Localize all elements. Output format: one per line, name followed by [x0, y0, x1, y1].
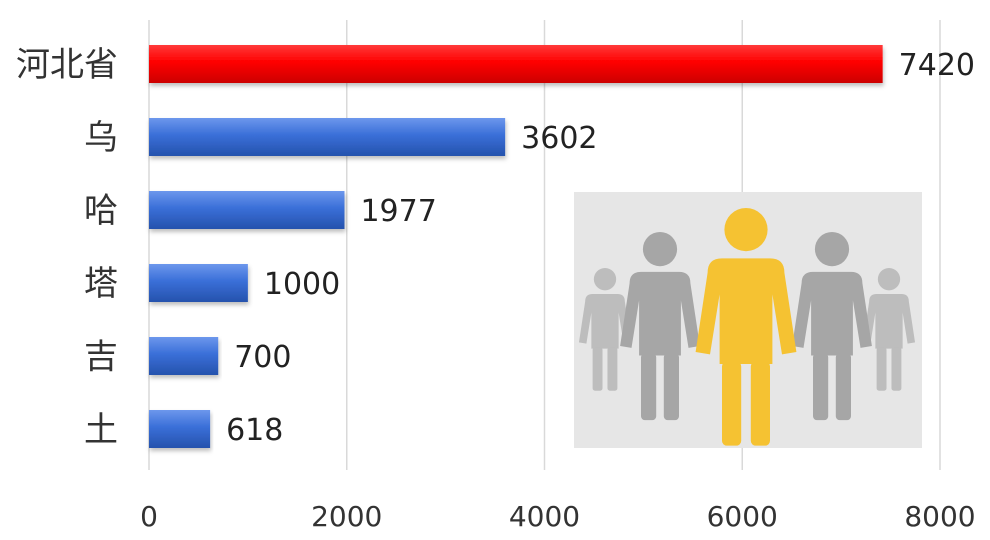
person-leg: [722, 361, 742, 446]
person-icon: [620, 232, 700, 421]
person-leg: [813, 353, 829, 421]
bar: [149, 410, 211, 448]
bar: [149, 191, 345, 229]
people-group-icon: [574, 192, 922, 448]
category-label: 哈: [84, 191, 118, 231]
data-label: 3602: [521, 121, 597, 156]
person-icon: [792, 232, 872, 421]
x-tick-label: 6000: [707, 500, 778, 533]
data-label: 700: [234, 340, 291, 375]
data-label: 7420: [899, 48, 975, 83]
person-leg: [750, 361, 770, 446]
person-body: [578, 294, 632, 349]
person-leg: [607, 347, 618, 391]
x-tick-label: 8000: [904, 500, 975, 533]
x-tick-label: 4000: [509, 500, 580, 533]
bar: [149, 264, 248, 302]
person-body: [792, 271, 872, 356]
person-leg: [835, 353, 851, 421]
person-icon: [578, 268, 632, 391]
bar: [149, 118, 506, 156]
data-labels: 7420 3602 1977 1000 700 618: [226, 48, 975, 448]
person-leg: [641, 353, 657, 421]
category-label: 河北省: [16, 45, 118, 85]
x-axis-ticks: 0 2000 4000 6000 8000: [140, 500, 976, 533]
x-tick-label: 2000: [311, 500, 382, 533]
category-label: 乌: [84, 118, 118, 158]
person-head: [593, 268, 617, 291]
data-label: 618: [226, 413, 283, 448]
bar: [149, 45, 883, 83]
person-leg: [663, 353, 679, 421]
category-label: 吉: [84, 337, 118, 377]
data-label: 1977: [360, 194, 436, 229]
person-leg: [876, 347, 887, 391]
category-label: 塔: [84, 264, 118, 304]
person-body: [620, 271, 700, 356]
bar: [149, 337, 219, 375]
person-head: [877, 268, 901, 291]
person-leg: [891, 347, 902, 391]
person-head: [642, 232, 678, 267]
person-body: [695, 258, 797, 364]
person-head: [724, 208, 768, 252]
bars: [149, 45, 883, 448]
person-head: [814, 232, 850, 267]
highlighted-person-icon: [695, 208, 797, 446]
x-tick-label: 0: [140, 500, 158, 533]
data-label: 1000: [264, 267, 340, 302]
category-label: 土: [84, 410, 118, 450]
person-leg: [592, 347, 603, 391]
person-body: [862, 294, 916, 349]
person-icon: [862, 268, 916, 391]
